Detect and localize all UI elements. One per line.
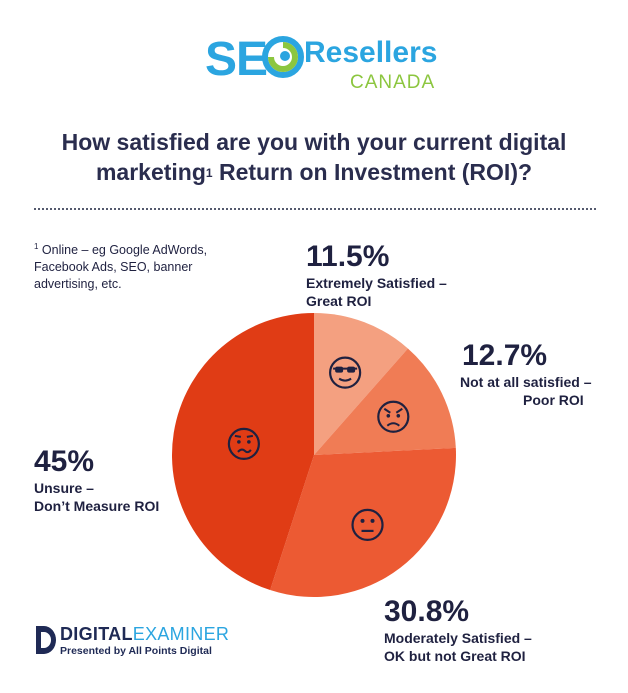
text-not-at-all-satisfied-1: Not at all satisfied – bbox=[460, 374, 592, 390]
digital-examiner-d-icon bbox=[36, 626, 56, 654]
pct-extremely-satisfied: 11.5% bbox=[306, 240, 390, 273]
footer-brand-examiner: EXAMINER bbox=[132, 624, 230, 644]
logo-swirl-icon bbox=[262, 36, 304, 78]
chart-title: How satisfied are you with your current … bbox=[40, 127, 588, 187]
logo-canada-text: CANADA bbox=[350, 72, 436, 93]
text-extremely-satisfied-1: Extremely Satisfied – bbox=[306, 275, 447, 291]
label-unsure: 45% Unsure – Don’t Measure ROI bbox=[34, 445, 159, 515]
footer-presented-by: Presented by All Points Digital bbox=[60, 645, 212, 657]
text-unsure-2: Don’t Measure ROI bbox=[34, 498, 160, 514]
text-moderately-satisfied-1: Moderately Satisfied – bbox=[384, 630, 532, 646]
chart-title-end: Return on Investment (ROI)? bbox=[212, 159, 533, 185]
pct-unsure: 45% bbox=[34, 445, 95, 478]
footer-brand-digital: DIGITAL bbox=[60, 624, 133, 644]
chart-title-main: How satisfied are you with your current … bbox=[61, 129, 567, 185]
pie-slice-extremely bbox=[314, 313, 408, 455]
footnote: 1 Online – eg Google AdWords, Facebook A… bbox=[34, 238, 244, 293]
angry-face-icon bbox=[377, 400, 410, 433]
label-moderately-satisfied: 30.8% Moderately Satisfied – OK but not … bbox=[384, 595, 532, 665]
seo-resellers-logo: SE Resellers CANADA bbox=[0, 30, 628, 100]
logo-seo-text: SE bbox=[205, 33, 268, 86]
confused-face-icon bbox=[227, 427, 260, 460]
footnote-text: Online – eg Google AdWords, Facebook Ads… bbox=[34, 243, 208, 292]
pct-not-at-all-satisfied: 12.7% bbox=[462, 339, 548, 372]
pie-slice-unsure bbox=[171, 313, 314, 591]
footnote-marker: 1 bbox=[34, 242, 39, 251]
logo-resellers-text: Resellers bbox=[304, 36, 438, 69]
text-not-at-all-satisfied-2: Poor ROI bbox=[523, 392, 584, 408]
text-unsure-1: Unsure – bbox=[34, 480, 94, 496]
text-moderately-satisfied-2: OK but not Great ROI bbox=[384, 648, 526, 664]
dotted-divider bbox=[34, 208, 596, 210]
label-extremely-satisfied: 11.5% Extremely Satisfied – Great ROI bbox=[306, 240, 447, 310]
neutral-face-icon bbox=[351, 508, 384, 542]
chart-title-footnote-marker: 1 bbox=[205, 166, 213, 180]
label-not-at-all-satisfied: 12.7% Not at all satisfied – Poor ROI bbox=[460, 339, 591, 409]
cool-sunglasses-face-icon bbox=[329, 356, 362, 389]
pie-slice-not-at_all bbox=[314, 348, 456, 455]
footer-brand: DIGITALEXAMINER bbox=[60, 624, 229, 645]
pct-moderately-satisfied: 30.8% bbox=[384, 595, 470, 628]
text-extremely-satisfied-2: Great ROI bbox=[306, 293, 372, 309]
